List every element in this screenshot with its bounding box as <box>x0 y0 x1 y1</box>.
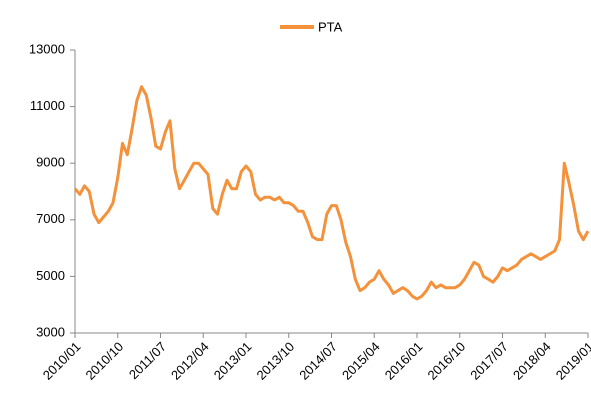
y-tick-label: 11000 <box>30 98 65 113</box>
x-tick-label: 2019/01 <box>553 339 591 383</box>
x-tick-label: 2016/01 <box>382 339 426 383</box>
x-tick-label: 2016/10 <box>424 339 468 383</box>
x-tick-label: 2018/04 <box>510 339 554 383</box>
data-line <box>73 85 590 301</box>
y-tick-label: 13000 <box>29 41 65 56</box>
y-tick-label: 3000 <box>36 324 65 339</box>
y-tick-label: 5000 <box>36 268 65 283</box>
x-tick-label: 2017/07 <box>467 339 511 383</box>
x-tick-label: 2015/04 <box>339 339 383 383</box>
y-tick-label: 9000 <box>36 155 65 170</box>
x-tick-label: 2011/07 <box>126 339 169 382</box>
x-tick-label: 2014/07 <box>296 339 340 383</box>
x-tick-label: 2013/10 <box>253 339 297 383</box>
x-tick-label: 2012/04 <box>168 339 212 383</box>
y-tick-label: 7000 <box>36 211 65 226</box>
x-tick-label: 2010/10 <box>82 339 126 383</box>
x-tick-label: 2010/01 <box>40 339 84 383</box>
legend-label: PTA <box>318 19 343 34</box>
x-tick-label: 2013/01 <box>211 339 255 383</box>
